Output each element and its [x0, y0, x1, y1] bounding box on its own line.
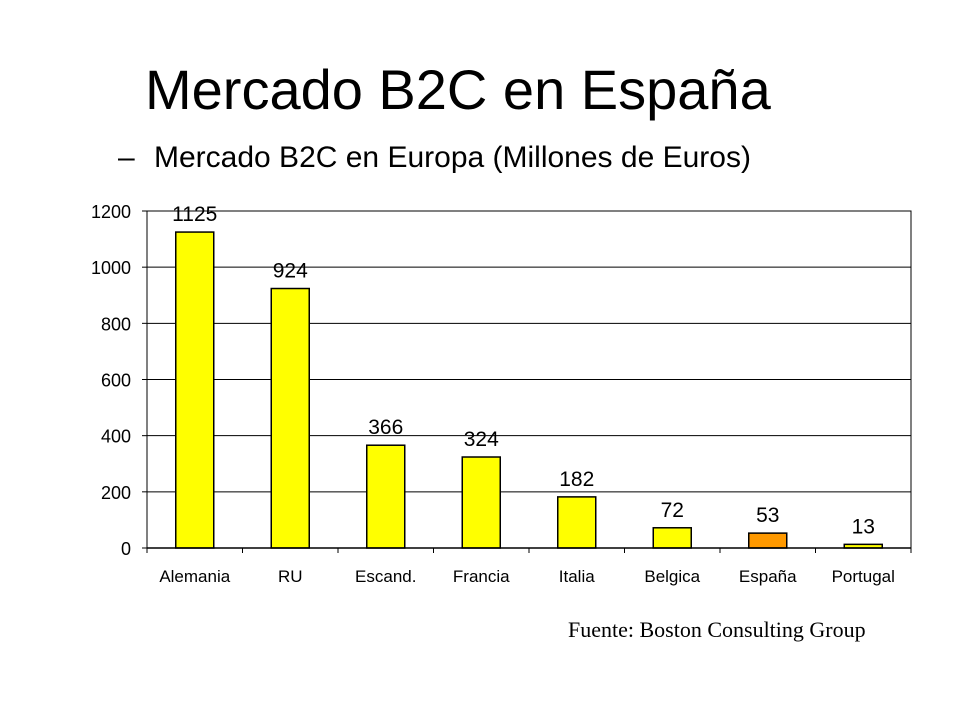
- y-tick-label: 1200: [91, 202, 131, 222]
- source-note: Fuente: Boston Consulting Group: [568, 617, 866, 642]
- subtitle-text: Mercado B2C en Europa (Millones de Euros…: [154, 141, 751, 174]
- data-label: 366: [368, 416, 403, 439]
- data-label: 182: [559, 468, 594, 491]
- bar-alemania: [175, 231, 215, 549]
- bar-italia: [557, 496, 597, 549]
- x-tick-label: España: [739, 567, 797, 586]
- data-label: 53: [756, 504, 779, 527]
- bar-francia: [461, 456, 501, 549]
- data-label: 324: [464, 428, 499, 451]
- bar-belgica: [652, 527, 692, 549]
- y-tick-label: 200: [101, 483, 131, 503]
- y-tick-label: 400: [101, 427, 131, 447]
- bar-escand: [366, 444, 406, 549]
- bar-españa: [748, 532, 788, 549]
- data-label: 1125: [172, 203, 217, 226]
- bars: [175, 231, 883, 549]
- y-tick-label: 800: [101, 314, 131, 334]
- x-tick-label: Belgica: [644, 567, 700, 586]
- x-tick-label: Alemania: [159, 567, 230, 586]
- data-labels: 1125 924 366 324 182 72 53 13: [172, 203, 875, 538]
- data-label: 13: [852, 515, 875, 538]
- x-tick-label: Italia: [559, 567, 595, 586]
- x-axis: Alemania RU Escand. Francia Italia Belgica Esp…: [146, 547, 912, 586]
- gridlines: [147, 210, 911, 493]
- data-label: 72: [661, 499, 684, 522]
- y-tick-label: 600: [101, 371, 131, 391]
- slide-title: Mercado B2C en España: [145, 58, 771, 121]
- y-axis: 0 200 400 600 800 1000 1200: [91, 202, 147, 559]
- data-label: 924: [273, 260, 308, 283]
- y-tick-label: 0: [121, 539, 131, 559]
- subtitle-dash: –: [118, 141, 135, 174]
- y-tick-label: 1000: [91, 258, 131, 278]
- bar-ru: [270, 287, 310, 549]
- x-tick-label: RU: [278, 567, 303, 586]
- x-tick-label: Portugal: [832, 567, 895, 586]
- x-tick-label: Escand.: [355, 567, 416, 586]
- x-tick-label: Francia: [453, 567, 510, 586]
